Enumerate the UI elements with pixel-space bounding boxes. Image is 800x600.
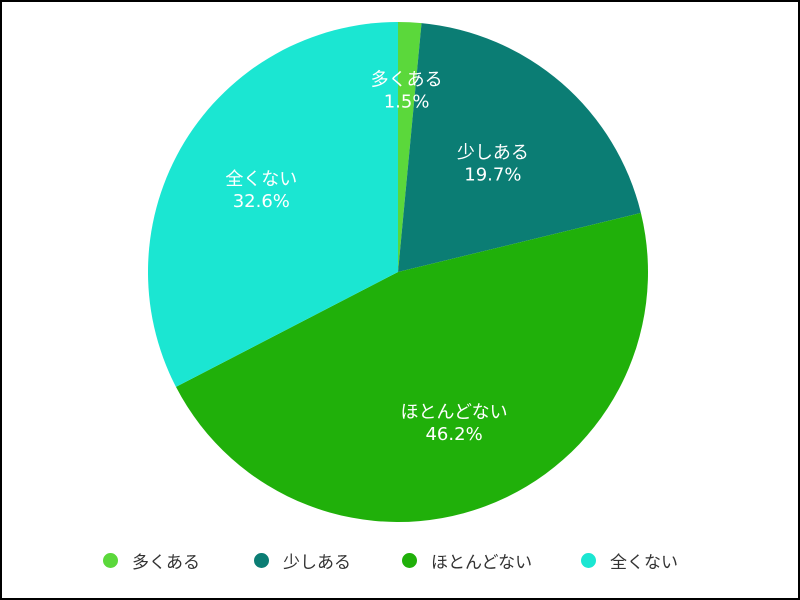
legend-label-3: 全くない	[610, 552, 678, 573]
pie-slice-3[interactable]	[148, 22, 398, 387]
legend-label-2: ほとんどない	[431, 552, 533, 573]
slice-category-label-2: ほとんどない	[401, 402, 508, 423]
slice-value-label-0: 1.5%	[384, 92, 430, 113]
slice-value-label-2: 46.2%	[425, 424, 482, 445]
legend-label-1: 少しある	[283, 552, 351, 573]
pie-slice-2[interactable]	[175, 212, 649, 523]
slice-value-label-3: 32.6%	[233, 191, 290, 212]
legend-item-3[interactable]: 全くない	[581, 548, 678, 573]
slice-category-label-0: 多くある	[371, 70, 443, 91]
legend-swatch-0	[103, 552, 118, 568]
legend-label-0: 多くある	[132, 552, 200, 573]
legend-swatch-1	[254, 552, 269, 568]
pie-slice-0[interactable]	[398, 22, 422, 272]
legend-swatch-3	[581, 552, 596, 568]
legend-item-2[interactable]: ほとんどない	[402, 548, 533, 573]
slice-category-label-1: 少しある	[457, 142, 529, 163]
pie-slice-1[interactable]	[398, 23, 641, 272]
legend-swatch-2	[402, 552, 417, 568]
slice-category-label-3: 全くない	[225, 169, 297, 190]
chart-legend: 多くある 少しある ほとんどない 全くない	[0, 548, 800, 573]
legend-item-0[interactable]: 多くある	[103, 548, 200, 573]
legend-item-1[interactable]: 少しある	[254, 548, 351, 573]
slice-value-label-1: 19.7%	[464, 164, 521, 185]
